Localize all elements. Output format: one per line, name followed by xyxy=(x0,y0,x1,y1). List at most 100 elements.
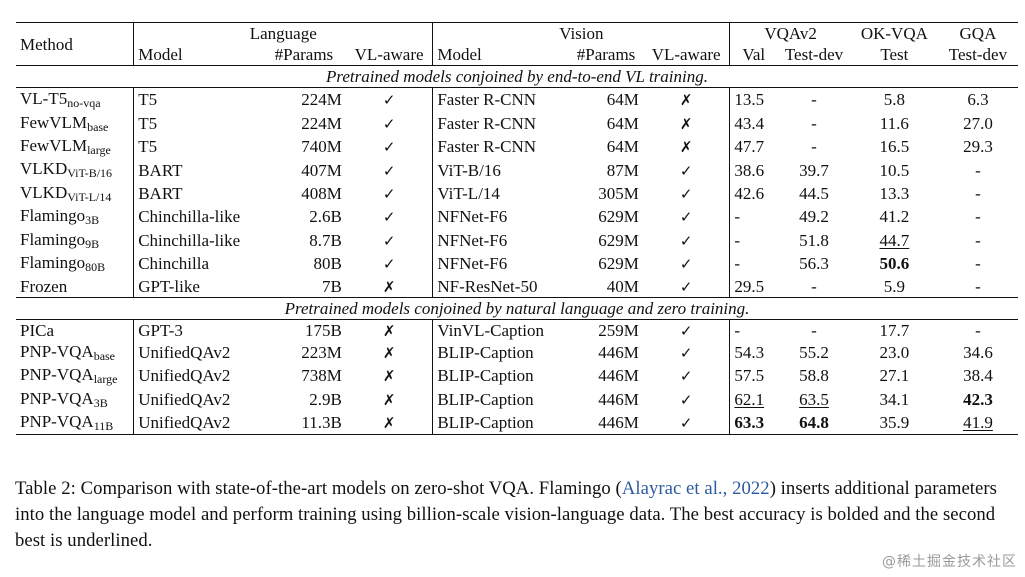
vqav2-testdev-cell: 49.2 xyxy=(777,205,851,228)
vqav2-val-cell: - xyxy=(729,252,778,276)
lang-model-cell-value: Chinchilla-like xyxy=(138,230,241,250)
vis-vl-aware-cell-value: ✓ xyxy=(679,277,693,296)
header-vision: Vision xyxy=(432,22,730,45)
lang-model-cell: T5 xyxy=(133,134,262,159)
lang-params-cell-value: 80B xyxy=(313,254,342,274)
method-cell: PNP-VQAbase xyxy=(16,341,134,364)
okvqa-test-cell-value: 35.9 xyxy=(879,413,910,433)
vqav2-testdev-cell: 39.7 xyxy=(777,158,851,181)
lang-vl-aware-cell-value: ✓ xyxy=(382,185,396,204)
lang-params-cell-value: 7B xyxy=(322,276,342,296)
vis-model-cell: NFNet-F6 xyxy=(432,228,570,253)
gqa-testdev-cell-value: 29.3 xyxy=(963,137,993,157)
lang-params-cell: 408M xyxy=(262,182,346,205)
vis-params-cell: 446M xyxy=(569,341,643,364)
method-subscript: 9B xyxy=(85,236,100,251)
gqa-testdev-cell: 27.0 xyxy=(938,112,1018,135)
gqa-testdev-cell: - xyxy=(938,205,1018,228)
vis-model-cell-value: NFNet-F6 xyxy=(437,207,508,227)
table-row: FewVLMlarge T5 740M ✓ Faster R-CNN 64M ✗ 47.7-1… xyxy=(16,134,1018,159)
caption-text-end: ) inserts additional parameters into the… xyxy=(15,478,997,551)
lang-vl-aware-cell: ✗ xyxy=(346,319,433,341)
vis-vl-aware-cell: ✓ xyxy=(642,411,730,436)
lang-model-cell: UnifiedQAv2 xyxy=(133,387,262,411)
vis-vl-aware-cell-value: ✓ xyxy=(679,367,693,386)
method-subscript: no-vqa xyxy=(67,96,101,111)
okvqa-test-cell: 17.7 xyxy=(851,319,938,341)
vis-vl-aware-cell: ✗ xyxy=(643,112,730,135)
lang-vl-aware-cell: ✓ xyxy=(346,182,433,205)
header-vqav2-testdev: Test-dev xyxy=(777,44,851,67)
okvqa-test-cell: 5.8 xyxy=(851,88,938,112)
lang-vl-aware-cell-value: ✓ xyxy=(382,231,396,250)
vqav2-testdev-cell-value: 49.2 xyxy=(799,207,829,227)
table-row: PNP-VQA11B UnifiedQAv2 11.3B ✗ BLIP-Caption 4… xyxy=(16,411,1018,436)
vis-params-cell-value: 40M xyxy=(606,276,639,296)
lang-params-cell: 11.3B xyxy=(261,411,346,436)
gqa-testdev-cell-value: - xyxy=(975,276,981,296)
vis-params-cell: 629M xyxy=(569,229,643,252)
lang-vl-aware-cell: ✗ xyxy=(346,388,433,411)
gqa-testdev-cell: 6.3 xyxy=(938,88,1018,112)
section-title: Pretrained models conjoined by end-to-en… xyxy=(16,65,1018,89)
okvqa-test-cell: 16.5 xyxy=(851,135,938,158)
vis-params-cell-value: 64M xyxy=(606,137,639,157)
vis-vl-aware-cell: ✓ xyxy=(643,364,730,387)
table-row: PICa GPT-3 175B ✗ VinVL-Caption 259M ✓ - - 17.7 - xyxy=(16,319,1018,341)
header-lang-params: #Params xyxy=(261,44,346,67)
lang-model-cell: BART xyxy=(133,181,262,206)
lang-params-cell-value: 408M xyxy=(301,184,342,204)
vis-params-cell: 629M xyxy=(569,252,643,275)
lang-vl-aware-cell: ✓ xyxy=(346,252,433,275)
lang-model-cell-value: T5 xyxy=(138,113,158,133)
table-row: PNP-VQA3B UnifiedQAv2 2.9B ✗ BLIP-Caption 446… xyxy=(16,387,1018,411)
vqav2-testdev-cell-value: 44.5 xyxy=(799,184,829,204)
vis-params-cell: 305M xyxy=(569,182,643,205)
gqa-testdev-cell-value: 38.4 xyxy=(963,366,993,386)
vqav2-testdev-cell: 64.8 xyxy=(777,411,851,436)
lang-vl-aware-cell: ✗ xyxy=(345,411,433,436)
gqa-testdev-cell: - xyxy=(938,182,1018,205)
header-vqav2: VQAv2 xyxy=(729,22,851,45)
vis-model-cell-value: NF-ResNet-50 xyxy=(437,276,538,296)
vis-params-cell-value: 446M xyxy=(598,366,639,386)
lang-model-cell-value: UnifiedQAv2 xyxy=(138,342,231,362)
method-name: FewVLM xyxy=(20,135,88,155)
vis-model-cell-value: ViT-L/14 xyxy=(437,184,500,204)
okvqa-test-cell: 35.9 xyxy=(850,411,938,436)
vis-model-cell-value: VinVL-Caption xyxy=(437,320,544,340)
header-lang-model: Model xyxy=(133,44,262,67)
lang-model-cell: UnifiedQAv2 xyxy=(133,411,262,436)
okvqa-test-cell: 41.2 xyxy=(851,205,938,228)
table-row: VL-T5no-vqa T5 224M ✓ Faster R-CNN 64M ✗ 13.5-5… xyxy=(16,87,1018,112)
header-vis-params: #Params xyxy=(569,44,643,67)
gqa-testdev-cell-value: - xyxy=(975,160,981,180)
vqav2-val-cell-value: 63.3 xyxy=(734,413,765,433)
vqav2-val-cell: - xyxy=(729,319,778,341)
lang-params-cell-value: 407M xyxy=(301,160,342,180)
vqav2-val-cell-value: - xyxy=(734,254,741,274)
okvqa-test-cell-value: 41.2 xyxy=(879,207,910,227)
vqav2-testdev-cell: 63.5 xyxy=(777,388,851,411)
vis-vl-aware-cell-value: ✓ xyxy=(679,185,693,204)
vis-params-cell-value: 64M xyxy=(606,113,639,133)
vqav2-testdev-cell-value: 58.8 xyxy=(799,366,829,386)
vis-vl-aware-cell-value: ✗ xyxy=(679,91,693,110)
lang-model-cell: GPT-like xyxy=(133,275,262,298)
method-subscript: large xyxy=(93,372,118,387)
lang-model-cell-value: GPT-3 xyxy=(138,320,183,340)
lang-params-cell: 7B xyxy=(262,276,346,298)
vqav2-val-cell: - xyxy=(729,228,778,253)
gqa-testdev-cell-value: - xyxy=(975,230,981,250)
header-gqa-testdev: Test-dev xyxy=(937,44,1018,67)
vis-vl-aware-cell: ✓ xyxy=(643,341,730,364)
vqav2-val-cell: 38.6 xyxy=(729,158,778,182)
lang-model-cell: BART xyxy=(133,158,262,182)
method-name: FewVLM xyxy=(20,112,88,132)
vis-params-cell: 446M xyxy=(569,364,643,387)
caption-citation-link[interactable]: Alayrac et al., 2022 xyxy=(621,478,770,499)
table-header-group-row: Method Language Vision VQAv2 OK-VQA GQA xyxy=(16,21,1018,67)
lang-params-cell-value: 223M xyxy=(301,342,342,362)
gqa-testdev-cell-value: 42.3 xyxy=(963,389,993,409)
